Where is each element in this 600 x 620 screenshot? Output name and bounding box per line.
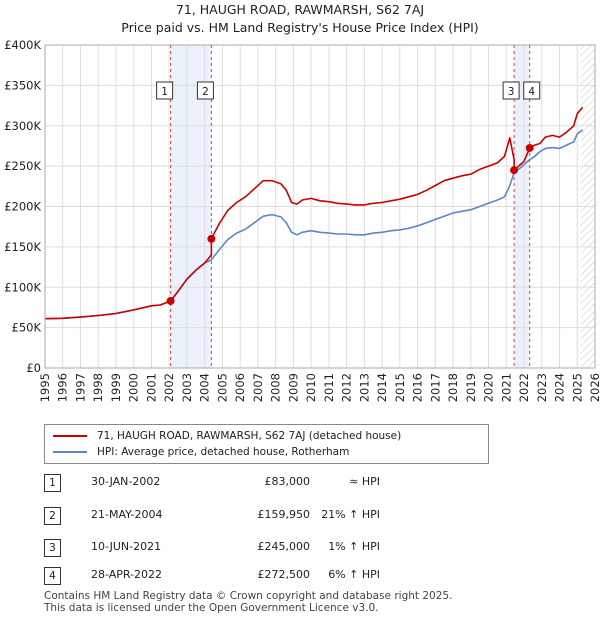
transaction-date: 30-JAN-2002 — [91, 475, 161, 488]
legend-label-price: 71, HAUGH ROAD, RAWMARSH, S62 7AJ (detac… — [97, 430, 402, 442]
x-tick-label: 1995 — [38, 373, 52, 402]
x-tick-label: 2018 — [446, 373, 460, 402]
footer: Contains HM Land Registry data © Crown c… — [44, 590, 452, 614]
x-tick-label: 1996 — [56, 373, 70, 402]
transaction-hpi: 1% ↑ HPI — [328, 540, 380, 553]
transaction-hpi: 21% ↑ HPI — [321, 508, 380, 521]
x-tick-label: 2005 — [215, 373, 229, 402]
legend: 71, HAUGH ROAD, RAWMARSH, S62 7AJ (detac… — [44, 424, 489, 464]
x-tick-label: 2007 — [251, 373, 265, 402]
legend-label-hpi: HPI: Average price, detached house, Roth… — [97, 446, 350, 458]
sale-point — [525, 143, 534, 152]
x-tick-label: 2017 — [428, 373, 442, 402]
x-tick-label: 1997 — [73, 373, 87, 402]
sale-point — [207, 234, 216, 243]
x-tick-label: 2014 — [375, 373, 389, 402]
transaction-label-box — [196, 81, 214, 100]
x-tick-label: 2016 — [411, 373, 425, 402]
footer-copyright: Contains HM Land Registry data © Crown c… — [44, 590, 453, 602]
y-tick-label: £0 — [26, 361, 41, 375]
x-tick-label: 2009 — [286, 373, 300, 402]
transaction-price: £159,950 — [257, 508, 311, 521]
legend-item-hpi: HPI: Average price, detached house, Roth… — [53, 444, 349, 460]
sale-point — [166, 296, 175, 305]
x-tick-label: 2011 — [322, 373, 336, 402]
transaction-label: 2 — [202, 86, 209, 98]
x-tick-label: 2008 — [269, 373, 283, 402]
transaction-badge: 4 — [44, 567, 61, 585]
x-tick-label: 2020 — [482, 373, 496, 402]
y-tick-label: £400K — [4, 38, 41, 52]
transaction-hpi: ≈ HPI — [349, 475, 380, 488]
y-tick-label: £300K — [4, 119, 41, 133]
transaction-badge: 3 — [44, 539, 61, 557]
price-paid-line — [44, 106, 584, 320]
y-tick-label: £250K — [4, 159, 41, 173]
transaction-date: 28-APR-2022 — [91, 568, 163, 581]
transaction-hpi: 6% ↑ HPI — [328, 568, 380, 581]
x-tick-label: 2026 — [588, 373, 600, 402]
x-tick-label: 2021 — [499, 373, 513, 402]
transaction-label: 1 — [161, 86, 168, 98]
transaction-badge: 2 — [44, 507, 61, 525]
x-tick-label: 1998 — [91, 373, 105, 402]
x-tick-label: 2025 — [570, 373, 584, 402]
y-tick-label: £350K — [4, 78, 41, 92]
x-tick-label: 2022 — [517, 373, 531, 402]
transaction-label: 3 — [508, 86, 515, 98]
transaction-label-box — [156, 81, 174, 100]
transaction-label-box — [523, 81, 541, 100]
x-tick-label: 2019 — [464, 373, 478, 402]
transaction-label: 4 — [528, 86, 535, 98]
transaction-price: £245,000 — [257, 540, 311, 553]
x-tick-label: 2015 — [393, 373, 407, 402]
transaction-label-box — [502, 81, 520, 100]
x-tick-label: 2024 — [553, 373, 567, 402]
transaction-date: 10-JUN-2021 — [91, 540, 162, 553]
chart-subtitle: Price paid vs. HM Land Registry's House … — [121, 20, 479, 35]
x-tick-label: 2012 — [340, 373, 354, 402]
x-tick-label: 2003 — [180, 373, 194, 402]
legend-item-price: 71, HAUGH ROAD, RAWMARSH, S62 7AJ (detac… — [53, 428, 401, 444]
x-tick-label: 2010 — [304, 373, 318, 402]
sale-point — [510, 166, 519, 175]
footer-licence: This data is licensed under the Open Gov… — [44, 602, 379, 614]
x-tick-label: 2013 — [357, 373, 371, 402]
plot-frame — [44, 44, 596, 369]
x-tick-label: 2004 — [198, 373, 212, 402]
y-tick-label: £150K — [4, 240, 41, 254]
chart-title: 71, HAUGH ROAD, RAWMARSH, S62 7AJ — [175, 2, 425, 17]
x-tick-label: 2000 — [127, 373, 141, 402]
x-tick-label: 1999 — [109, 373, 123, 402]
y-tick-label: £50K — [12, 321, 42, 335]
legend-swatch-hpi — [53, 451, 87, 453]
transaction-price: £83,000 — [264, 475, 311, 488]
y-tick-label: £200K — [4, 200, 41, 214]
x-tick-label: 2001 — [144, 373, 158, 402]
transaction-price: £272,500 — [257, 568, 311, 581]
x-tick-label: 2002 — [162, 373, 176, 402]
legend-swatch-price — [53, 435, 87, 437]
x-tick-label: 2006 — [233, 373, 247, 402]
y-tick-label: £100K — [4, 280, 41, 294]
transaction-date: 21-MAY-2004 — [91, 508, 163, 521]
transaction-badge: 1 — [44, 474, 61, 492]
x-tick-label: 2023 — [535, 373, 549, 402]
price-chart: £0 £50K £100K £150K £200K £250K £300K £350K £400… — [4, 38, 600, 402]
